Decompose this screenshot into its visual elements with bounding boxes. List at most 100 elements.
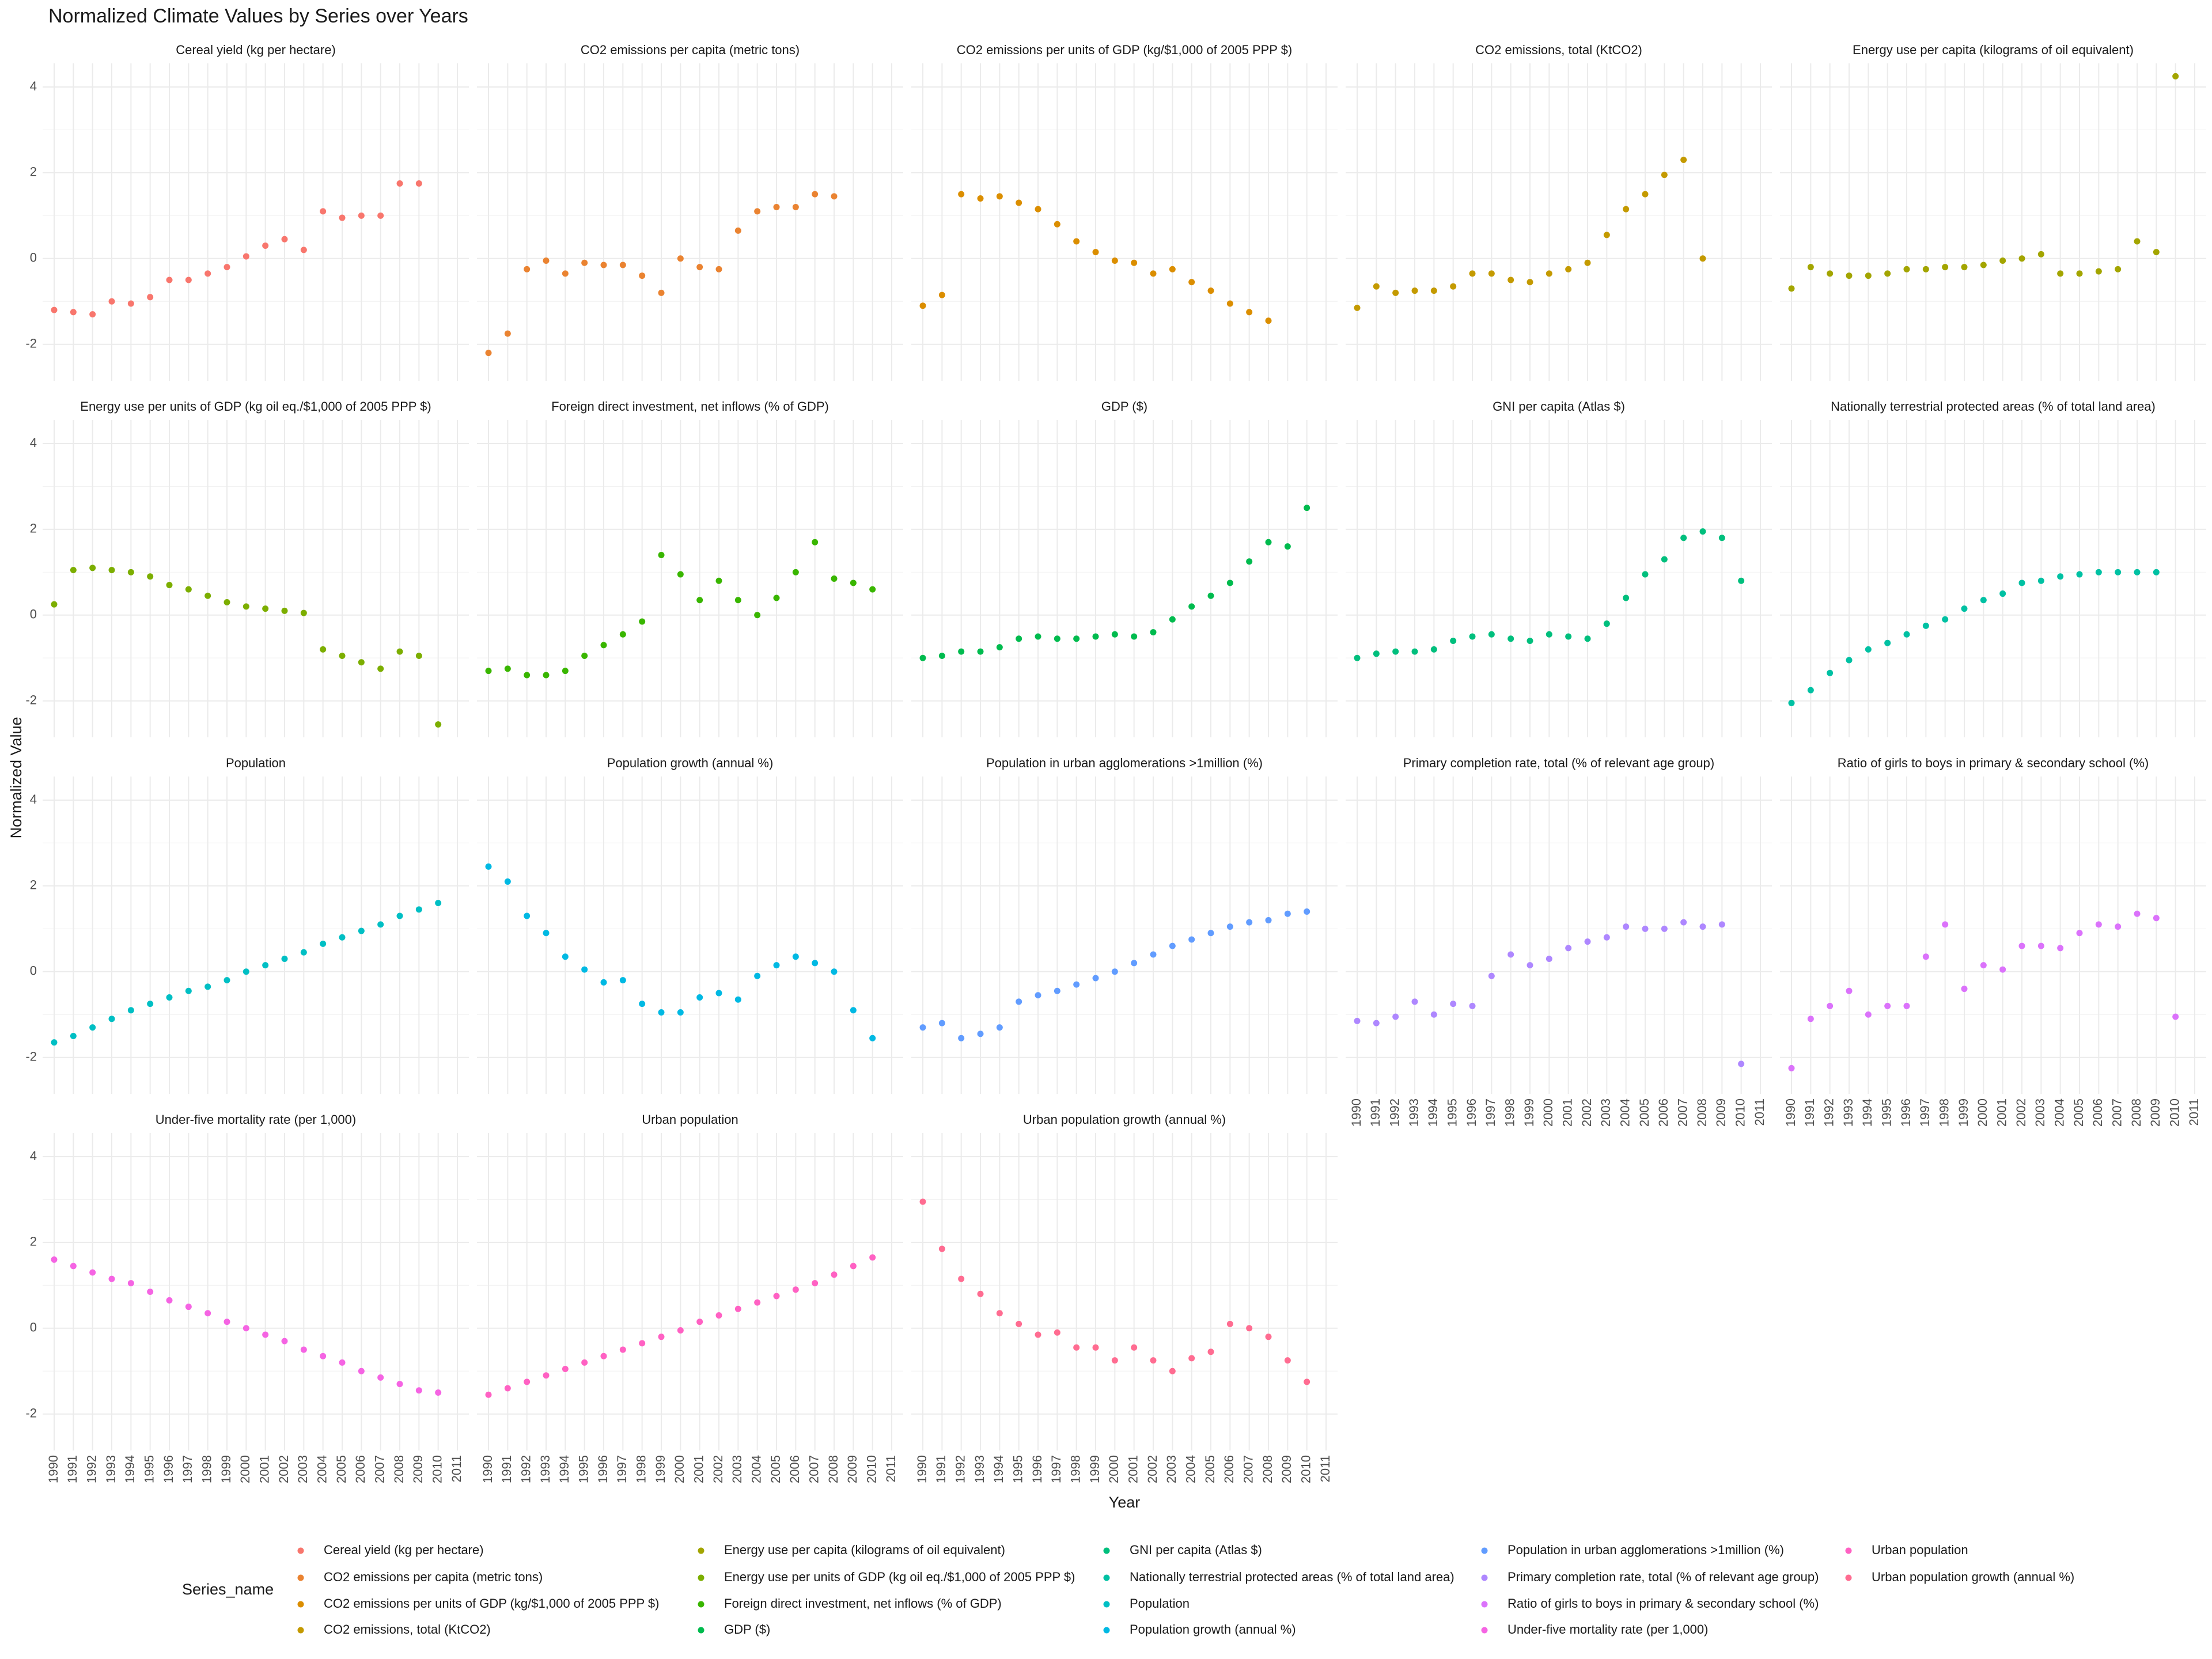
point	[1207, 592, 1214, 599]
point	[1284, 910, 1291, 917]
point	[600, 979, 607, 986]
legend-marker	[1103, 1601, 1110, 1608]
x-tick-label: 2011	[2187, 1099, 2201, 1126]
point	[1680, 157, 1687, 164]
x-tick-label: 2001	[257, 1455, 271, 1483]
point	[1354, 304, 1361, 311]
x-tick-label: 1994	[123, 1455, 137, 1483]
point	[204, 1310, 211, 1317]
facet-title: CO2 emissions per capita (metric tons)	[581, 43, 800, 57]
point	[639, 1001, 646, 1007]
point	[1054, 1329, 1060, 1336]
legend-label: Nationally terrestrial protected areas (…	[1130, 1570, 1455, 1584]
x-tick-label: 1995	[1445, 1099, 1459, 1127]
point	[850, 579, 857, 586]
x-tick-label: 1997	[180, 1455, 195, 1483]
y-tick-label: 2	[30, 1234, 37, 1249]
point	[281, 607, 288, 614]
point	[696, 1319, 703, 1325]
point	[715, 990, 722, 997]
point	[1016, 199, 1022, 206]
point	[1226, 1320, 1233, 1327]
legend-label: Primary completion rate, total (% of rel…	[1508, 1570, 1819, 1584]
x-tick-label: 1997	[1049, 1455, 1063, 1483]
point	[1411, 998, 1418, 1005]
x-tick-label: 1994	[557, 1455, 571, 1483]
point	[243, 968, 249, 975]
point	[1827, 270, 1834, 277]
facet-title: CO2 emissions, total (KtCO2)	[1475, 43, 1642, 57]
point	[1469, 270, 1476, 277]
point	[1265, 317, 1272, 324]
point	[1035, 1331, 1041, 1338]
legend-label: Population in urban agglomerations >1mil…	[1508, 1543, 1784, 1557]
point	[1469, 633, 1476, 640]
point	[1488, 270, 1495, 277]
point	[396, 648, 403, 655]
point	[1922, 622, 1929, 629]
chart-title: Normalized Climate Values by Series over…	[48, 5, 468, 27]
point	[504, 878, 511, 885]
y-tick-label: 0	[30, 964, 37, 978]
point	[2037, 577, 2044, 584]
legend-marker	[1103, 1574, 1110, 1581]
point	[1846, 272, 1853, 279]
point	[562, 270, 569, 277]
x-tick-label: 1990	[46, 1455, 60, 1483]
point	[1942, 264, 1949, 271]
x-tick-label: 2009	[1714, 1099, 1728, 1127]
point	[639, 1340, 646, 1347]
point	[850, 1263, 857, 1270]
point	[715, 577, 722, 584]
point	[1788, 1065, 1795, 1071]
point	[1246, 309, 1253, 316]
x-tick-label: 1993	[1841, 1099, 1855, 1127]
point	[1373, 1020, 1380, 1027]
point	[262, 605, 269, 612]
point	[977, 195, 984, 202]
point	[1527, 637, 1533, 644]
legend-marker	[698, 1547, 704, 1554]
point	[147, 1289, 154, 1295]
x-tick-label: 1995	[1879, 1099, 1893, 1127]
point	[938, 1020, 945, 1027]
point	[185, 1304, 192, 1310]
legend-marker	[297, 1601, 304, 1608]
x-tick-label: 1995	[1010, 1455, 1025, 1483]
point	[377, 212, 384, 219]
point	[1150, 1357, 1157, 1364]
point	[1738, 577, 1745, 584]
point	[1718, 921, 1725, 928]
x-tick-label: 1992	[84, 1455, 99, 1483]
legend-marker	[1103, 1627, 1110, 1634]
point	[1188, 603, 1195, 610]
point	[300, 1346, 307, 1353]
legend-marker	[1845, 1547, 1852, 1554]
point	[51, 1256, 58, 1263]
point	[1603, 232, 1610, 238]
point	[1073, 1344, 1080, 1351]
x-tick-label: 1991	[65, 1455, 79, 1483]
point	[320, 208, 327, 215]
point	[1246, 919, 1253, 926]
point	[581, 259, 588, 266]
point	[1150, 951, 1157, 958]
y-tick-label: 0	[30, 251, 37, 265]
point	[2095, 268, 2102, 275]
x-tick-label: 1999	[219, 1455, 233, 1483]
point	[1450, 283, 1457, 290]
x-tick-label: 2000	[1107, 1455, 1121, 1483]
x-tick-label: 2002	[1145, 1455, 1160, 1483]
point	[1527, 962, 1533, 969]
point	[415, 653, 422, 660]
point	[658, 1334, 665, 1340]
point	[243, 603, 249, 610]
x-tick-label: 1990	[915, 1455, 929, 1483]
x-tick-label: 1996	[596, 1455, 610, 1483]
point	[938, 653, 945, 660]
point	[619, 1346, 626, 1353]
point	[1188, 279, 1195, 286]
point	[89, 1024, 96, 1031]
point	[1207, 287, 1214, 294]
x-tick-label: 2002	[2014, 1099, 2028, 1127]
